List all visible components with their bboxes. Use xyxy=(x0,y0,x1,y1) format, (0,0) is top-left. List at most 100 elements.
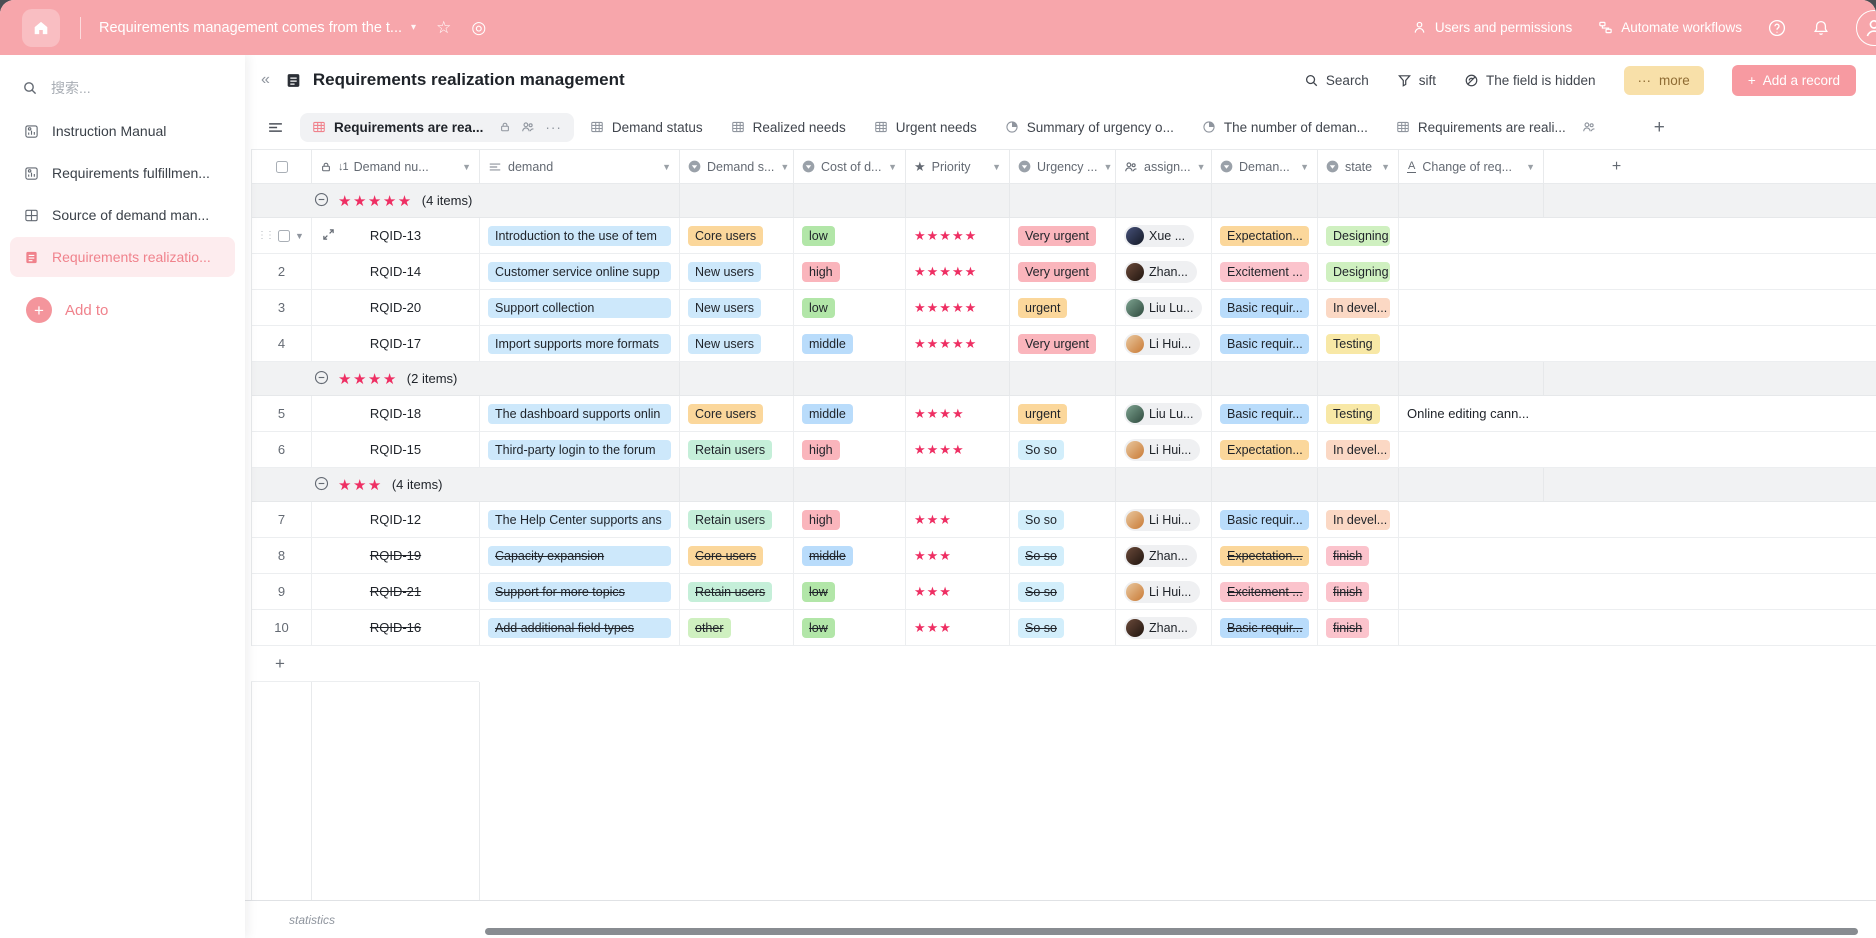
cell-state[interactable]: Testing xyxy=(1318,396,1399,431)
cell-priority[interactable]: ★★★ xyxy=(906,574,1010,609)
add-field-button[interactable]: + xyxy=(1544,150,1689,183)
cell-assignee[interactable]: Li Hui... xyxy=(1116,502,1212,537)
column-header-type[interactable]: Deman...▼ xyxy=(1212,150,1318,183)
collapse-group-icon[interactable] xyxy=(314,192,329,210)
cell-demand-source[interactable]: Retain users xyxy=(680,432,794,467)
add-record-button[interactable]: + Add a record xyxy=(1732,65,1856,96)
cell-cost[interactable]: middle xyxy=(794,396,906,431)
row-number[interactable]: 5 xyxy=(252,396,312,431)
cell-state[interactable]: In devel... xyxy=(1318,432,1399,467)
cell-priority[interactable]: ★★★★★ xyxy=(906,326,1010,361)
search-input[interactable] xyxy=(49,79,199,97)
sidebar-item-0[interactable]: Instruction Manual xyxy=(10,111,235,151)
cell-id[interactable]: RQID-17 xyxy=(312,326,480,361)
cell-priority[interactable]: ★★★ xyxy=(906,610,1010,645)
cell-id[interactable]: RQID-19 xyxy=(312,538,480,573)
group-label[interactable]: ★★★(4 items) xyxy=(252,468,680,501)
cell-demand-type[interactable]: Basic requir... xyxy=(1212,396,1318,431)
group-label[interactable]: ★★★★(2 items) xyxy=(252,362,680,395)
column-header-change[interactable]: AChange of req...▼ xyxy=(1399,150,1544,183)
cell-urgency[interactable]: Very urgent xyxy=(1010,326,1116,361)
cell-priority[interactable]: ★★★★★ xyxy=(906,254,1010,289)
cell-assignee[interactable]: Li Hui... xyxy=(1116,326,1212,361)
cell-demand[interactable]: Support for more topics xyxy=(480,574,680,609)
row-number[interactable]: 2 xyxy=(252,254,312,289)
automate-workflows-button[interactable]: Automate workflows xyxy=(1598,20,1742,35)
cell-demand-source[interactable]: New users xyxy=(680,254,794,289)
tab-more-icon[interactable]: ··· xyxy=(545,120,562,135)
cell-assignee[interactable]: Zhan... xyxy=(1116,610,1212,645)
cell-demand[interactable]: The Help Center supports ans xyxy=(480,502,680,537)
cell-state[interactable]: Designing xyxy=(1318,218,1399,253)
view-tab-5[interactable]: The number of deman... xyxy=(1190,113,1380,142)
drag-handle-icon[interactable]: ⋮⋮ xyxy=(257,230,273,241)
cell-demand-source[interactable]: Core users xyxy=(680,218,794,253)
column-header-source[interactable]: Demand s...▼ xyxy=(680,150,794,183)
cell-demand-source[interactable]: Core users xyxy=(680,396,794,431)
cell-priority[interactable]: ★★★★ xyxy=(906,396,1010,431)
view-tab-0[interactable]: Requirements are rea...··· xyxy=(300,113,574,142)
column-header-state[interactable]: state▼ xyxy=(1318,150,1399,183)
add-view-button[interactable]: + xyxy=(1654,118,1665,137)
cell-state[interactable]: Designing xyxy=(1318,254,1399,289)
column-header-cost[interactable]: Cost of d...▼ xyxy=(794,150,906,183)
cell-urgency[interactable]: Very urgent xyxy=(1010,218,1116,253)
row-number[interactable]: 9 xyxy=(252,574,312,609)
cell-urgency[interactable]: So so xyxy=(1010,610,1116,645)
view-tab-6[interactable]: Requirements are reali... xyxy=(1384,113,1608,142)
sidebar-item-3[interactable]: Requirements realizatio... xyxy=(10,237,235,277)
cell-assignee[interactable]: Li Hui... xyxy=(1116,574,1212,609)
cell-state[interactable]: finish xyxy=(1318,610,1399,645)
sidebar-item-2[interactable]: Source of demand man... xyxy=(10,195,235,235)
cell-cost[interactable]: high xyxy=(794,502,906,537)
search-button[interactable]: Search xyxy=(1304,73,1369,88)
group-label[interactable]: ★★★★★(4 items) xyxy=(252,184,680,217)
expand-record-icon[interactable] xyxy=(322,228,335,244)
notifications-bell-icon[interactable] xyxy=(1812,19,1830,37)
cell-change[interactable] xyxy=(1399,218,1544,253)
cell-assignee[interactable]: Liu Lu... xyxy=(1116,290,1212,325)
view-list-icon[interactable] xyxy=(267,119,284,136)
account-avatar[interactable] xyxy=(1856,10,1876,46)
cell-id[interactable]: RQID-18 xyxy=(312,396,480,431)
cell-demand-type[interactable]: Excitement ... xyxy=(1212,574,1318,609)
cell-id[interactable]: RQID-13 xyxy=(312,218,480,253)
cell-urgency[interactable]: So so xyxy=(1010,574,1116,609)
cell-cost[interactable]: low xyxy=(794,574,906,609)
row-number[interactable]: 6 xyxy=(252,432,312,467)
cell-demand-source[interactable]: New users xyxy=(680,326,794,361)
row-number[interactable]: 7 xyxy=(252,502,312,537)
cell-assignee[interactable]: Zhan... xyxy=(1116,538,1212,573)
table-row[interactable]: 2RQID-14Customer service online suppNew … xyxy=(252,254,1876,290)
cell-change[interactable] xyxy=(1399,502,1544,537)
view-tab-4[interactable]: Summary of urgency o... xyxy=(993,113,1186,142)
row-number[interactable]: 3 xyxy=(252,290,312,325)
cell-urgency[interactable]: urgent xyxy=(1010,396,1116,431)
cell-priority[interactable]: ★★★★★ xyxy=(906,290,1010,325)
cell-demand[interactable]: Capacity expansion xyxy=(480,538,680,573)
cell-cost[interactable]: middle xyxy=(794,538,906,573)
badge-icon[interactable]: ◎ xyxy=(471,18,486,38)
cell-assignee[interactable]: Liu Lu... xyxy=(1116,396,1212,431)
cell-change[interactable] xyxy=(1399,432,1544,467)
collapse-sidebar-button[interactable]: « xyxy=(257,69,274,91)
select-all-checkbox[interactable] xyxy=(252,150,312,183)
cell-demand[interactable]: Introduction to the use of tem xyxy=(480,218,680,253)
add-to-button[interactable]: + Add to xyxy=(26,297,245,323)
cell-demand-type[interactable]: Expectation... xyxy=(1212,218,1318,253)
sidebar-item-1[interactable]: Requirements fulfillmen... xyxy=(10,153,235,193)
view-tab-2[interactable]: Realized needs xyxy=(719,113,858,142)
column-header-assignee[interactable]: assign...▼ xyxy=(1116,150,1212,183)
cell-demand[interactable]: Customer service online supp xyxy=(480,254,680,289)
favorite-star-icon[interactable]: ☆ xyxy=(436,18,451,38)
horizontal-scrollbar[interactable] xyxy=(485,928,1858,935)
table-row[interactable]: 3RQID-20Support collectionNew userslow★★… xyxy=(252,290,1876,326)
cell-id[interactable]: RQID-20 xyxy=(312,290,480,325)
cell-demand-source[interactable]: New users xyxy=(680,290,794,325)
cell-id[interactable]: RQID-12 xyxy=(312,502,480,537)
cell-urgency[interactable]: urgent xyxy=(1010,290,1116,325)
cell-state[interactable]: In devel... xyxy=(1318,290,1399,325)
cell-urgency[interactable]: So so xyxy=(1010,432,1116,467)
cell-demand-type[interactable]: Excitement ... xyxy=(1212,254,1318,289)
cell-cost[interactable]: low xyxy=(794,290,906,325)
